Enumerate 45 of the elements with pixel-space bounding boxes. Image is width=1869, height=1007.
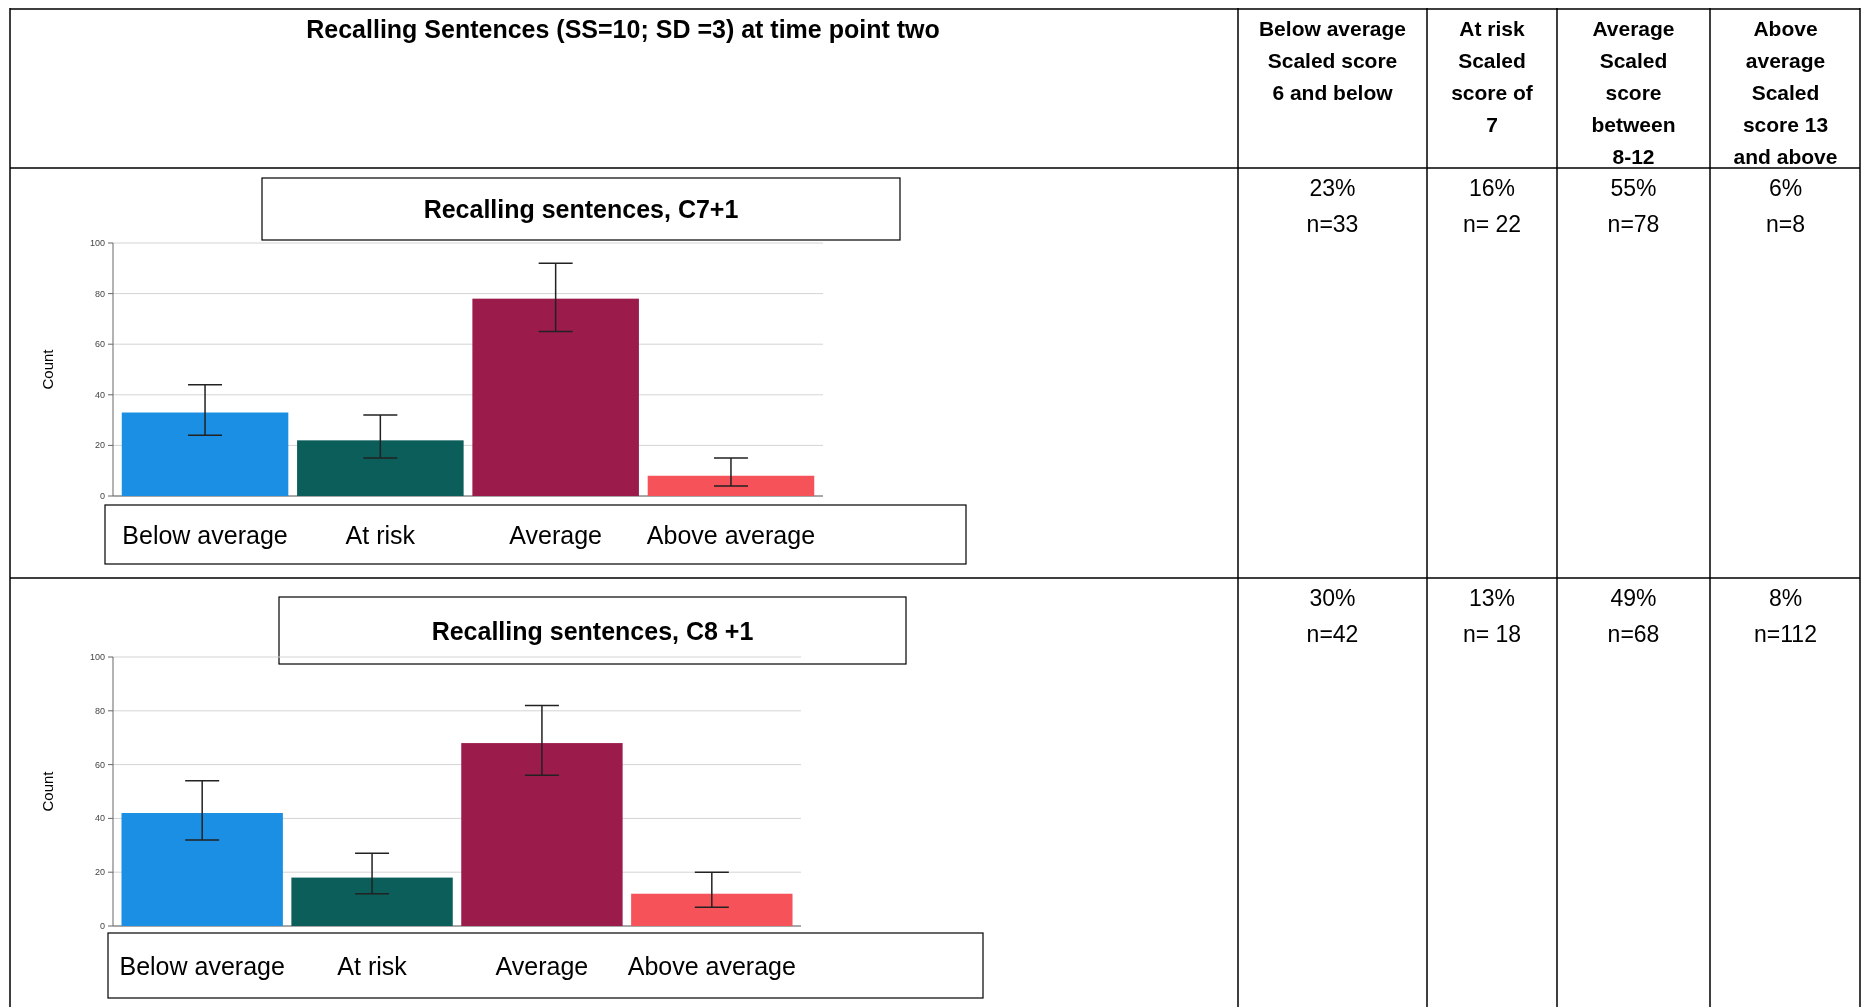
text: Average Scaled score between 8-12 [1591,17,1676,168]
y-tick-label: 20 [94,440,105,451]
text: n=68 [1607,621,1660,647]
text: 6% [1768,175,1803,201]
text: n=112 [1754,621,1817,647]
text: 49% [1610,585,1657,611]
text: n= 18 [1462,621,1522,647]
y-tick-label: 40 [94,813,105,824]
text: 30% [1309,585,1356,611]
text: n= 22 [1462,211,1522,237]
text: Above average Scaled score 13 and above [1733,17,1838,168]
y-tick-label: 60 [94,759,105,770]
text: 8% [1768,585,1803,611]
text: n=8 [1765,211,1806,237]
text: n=42 [1306,621,1359,647]
text: n=78 [1607,211,1660,237]
x-tick-label: At risk [337,951,408,980]
x-tick-label: Average [495,951,589,980]
chart-title: Recalling sentences, C7+1 [423,195,739,223]
x-tick-label: Average [509,520,602,549]
text: 23% [1309,175,1356,201]
y-axis-title: Count [39,770,56,812]
text: Below average Scaled score 6 and below [1258,17,1407,104]
text: 55% [1610,175,1657,201]
x-tick-label: Below average [119,951,285,980]
text: Recalling Sentences (SS=10; SD =3) at time point two [306,15,940,43]
y-tick-label: 80 [94,705,105,716]
y-axis-title: Count [39,348,56,390]
x-tick-label: Above average [646,520,816,549]
y-tick-label: 20 [94,867,105,878]
chart-title: Recalling sentences, C8 +1 [431,616,754,645]
x-tick-label: At risk [345,520,416,549]
x-tick-label: Above average [627,951,796,980]
y-tick-label: 40 [94,389,105,400]
text: n=33 [1306,211,1359,237]
text: 16% [1468,175,1516,201]
x-tick-label: Below average [122,520,288,549]
y-tick-label: 100 [89,238,105,248]
y-tick-label: 0 [99,921,105,931]
y-tick-label: 0 [99,491,105,501]
y-tick-label: 100 [89,652,105,662]
y-tick-label: 60 [94,339,105,350]
y-tick-label: 80 [94,288,105,299]
text: 13% [1468,585,1516,611]
text: At risk Scaled score of 7 [1451,17,1534,136]
